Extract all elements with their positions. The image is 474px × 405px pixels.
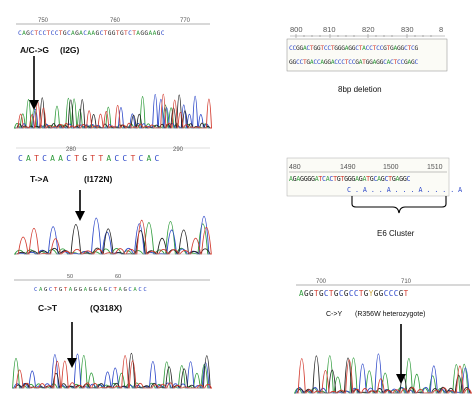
panel-q318x: 50 60 CAGCTGTAGGAGGAGCTAGCACC C->T (Q318… [12, 274, 213, 389]
mutation-code: (I172N) [84, 174, 113, 184]
tick-50: 50 [67, 274, 73, 280]
trace-line-A [12, 355, 210, 389]
tick-1500: 1500 [383, 164, 399, 171]
cluster-brace [351, 196, 447, 214]
tick-marks [295, 34, 432, 38]
tick-1510: 1510 [427, 164, 443, 171]
arrowhead-icon [396, 374, 406, 384]
tick-700: 700 [316, 279, 327, 285]
base-sequence: AGGTGCTGCGCCTGYGGCCCGT [299, 289, 409, 298]
tick-810: 810 [323, 25, 336, 34]
reference-sequence: CCGGACTGGTCCTGGGAGGCTACCTCCGTGAGGCTCG [289, 45, 418, 52]
chromatogram-trace [293, 353, 473, 394]
chromatogram-trace [12, 352, 213, 389]
trace-line-T [14, 355, 213, 389]
tick-770: 770 [180, 18, 191, 24]
tick-830: 830 [401, 25, 414, 34]
mutation-code: (R356W heterozygote) [355, 311, 425, 318]
base-sequence: CAGCTCCTCCTGCAGACAAGCTGGTGTCTAGGAAGC [18, 30, 165, 37]
arrowhead-icon [29, 100, 39, 110]
panel-e6-cluster: 480 1490 1500 1510 AGAGGGGATCACTGTGGGAGA… [286, 157, 462, 238]
trace-line-G [16, 94, 212, 129]
tick-60: 60 [115, 274, 121, 280]
mutation-label: T->A [30, 174, 49, 184]
alignment-box [286, 38, 448, 72]
tick-800: 800 [290, 25, 303, 34]
alignment-box [286, 157, 450, 197]
tick-750: 750 [38, 18, 49, 24]
mutation-label: C->T [38, 303, 58, 313]
arrowhead-icon [75, 211, 85, 221]
base-sequence: CAGCTGTAGGAGGAGCTAGCACC [34, 287, 148, 293]
chromatogram-trace [13, 93, 212, 129]
panel-i2g: 750 760 770 CAGCTCCTCCTGCAGACAAGCTGGTGTC… [13, 18, 212, 129]
arrowhead-icon [67, 358, 77, 368]
tick-290: 290 [173, 147, 184, 153]
tick-1480-partial: 480 [289, 164, 301, 171]
tick-820: 820 [362, 25, 375, 34]
tick-760: 760 [110, 18, 121, 24]
mutation-label: C->Y [326, 311, 342, 318]
variant-row: C . A . . A . . . A . . . . A [347, 186, 462, 194]
tick-280: 280 [66, 147, 77, 153]
caption-e6-cluster: E6 Cluster [377, 229, 415, 238]
base-sequence: CATCAACTGTTACCTCAC [18, 154, 163, 163]
patient-sequence: GGCCTGACCAGGACCCTCCGATGGAGGCACTCCGAGC [289, 59, 418, 66]
mutation-label: A/C->G [20, 45, 49, 55]
tick-1490: 1490 [340, 164, 356, 171]
mutation-code: (I2G) [60, 45, 80, 55]
panel-8bp-deletion: 800 810 820 830 8 CCGGACTGGTCCTGGGAGGCTA… [286, 25, 448, 94]
tick-840-partial: 8 [439, 25, 443, 34]
panel-i172n: 280 290 CATCAACTGTTACCTCAC T->A (I172N) [13, 147, 212, 255]
reference-sequence: AGAGGGGATCACTGTGGGAGATGCAGCTGAGGC [289, 175, 411, 183]
caption-8bp-deletion: 8bp deletion [338, 85, 382, 94]
mutation-code: (Q318X) [90, 303, 122, 313]
trace-line-C [13, 353, 210, 389]
chromatogram-trace [13, 216, 212, 255]
tick-710: 710 [401, 279, 412, 285]
panel-r356w: 700 710 AGGTGCTGCGCCTGYGGCCCGT C->Y (R35… [293, 279, 473, 394]
